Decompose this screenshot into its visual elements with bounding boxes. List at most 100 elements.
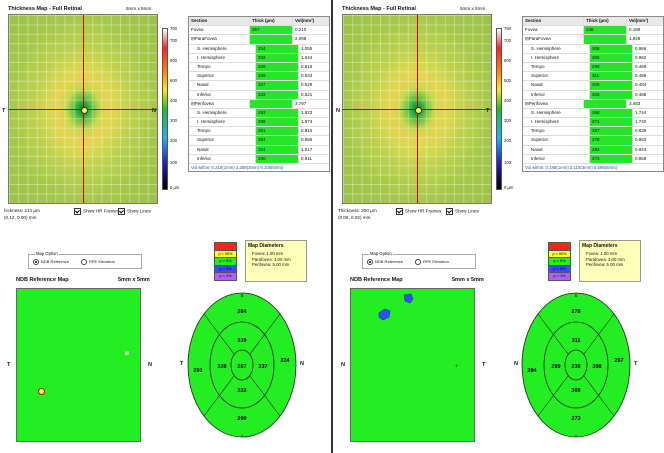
table-row[interactable]: Fovea 239 0.188: [523, 26, 663, 36]
table-row[interactable]: Inferior 290 0.911: [189, 154, 329, 164]
radio-icon[interactable]: [415, 259, 421, 265]
fovea-marker[interactable]: [38, 388, 45, 395]
ndb-reference-option[interactable]: NDB Reference: [33, 259, 69, 265]
ndb-reference-label: NDB Reference: [375, 259, 404, 265]
rpe-elevation-option[interactable]: RPE Elevation: [415, 259, 449, 265]
row-thick: 334: [256, 44, 299, 53]
show-hr-frames-label: Show HR Frames: [405, 208, 442, 214]
table-row[interactable]: Superior 278 0.863: [523, 136, 663, 146]
header-thick[interactable]: Thick (µm): [250, 17, 293, 26]
table-row[interactable]: Inferior 309 0.485: [523, 90, 663, 100]
rpe-elevation-option[interactable]: RPE Elevation: [81, 259, 115, 265]
table-row[interactable]: Nasal 308 0.484: [523, 81, 663, 91]
map-option-label: Map Option: [369, 251, 393, 256]
ndb-map-title: NDB Reference Map: [350, 277, 403, 283]
row-section: Superior: [523, 136, 590, 145]
row-vol: 2.098: [295, 36, 307, 42]
row-thick: 268: [590, 108, 633, 118]
show-hr-frames-toggle[interactable]: Show HR Frames: [74, 208, 119, 215]
table-row[interactable]: Nasal 337 0.529: [189, 81, 329, 91]
table-row[interactable]: Superior 311 0.489: [523, 72, 663, 82]
table-row[interactable]: ⊟Perifovea 3.483: [523, 99, 663, 109]
table-row[interactable]: I. Hemisphere 332 1.044: [189, 53, 329, 63]
ndb-reference-label: NDB Reference: [41, 259, 70, 265]
map-left-label: N: [336, 108, 340, 114]
header-section[interactable]: Section: [523, 17, 584, 26]
table-row[interactable]: S. Hemisphere 293 1.923: [189, 108, 329, 119]
thickness-map[interactable]: [342, 14, 492, 204]
header-vol[interactable]: Vol(mm³): [629, 18, 649, 23]
parafovea-diameter: Parafovea: 3.00 mm: [252, 256, 291, 262]
collapse-icon[interactable]: ⊟: [525, 36, 529, 42]
legend-green: p > 5%: [214, 258, 237, 266]
radio-icon[interactable]: [81, 259, 87, 265]
fovea-marker[interactable]: +: [455, 364, 459, 370]
row-thick: 289: [256, 118, 299, 127]
row-vol: 0.863: [635, 137, 647, 143]
row-section-label: Perifovea: [194, 100, 214, 106]
table-row[interactable]: Inferior 273 0.858: [523, 154, 663, 164]
etdrs-grid[interactable]: 239 311 299 308 309 278 267 284 273 S I: [521, 292, 631, 438]
etdrs-top-label: S: [574, 293, 577, 298]
table-row[interactable]: Tempo 328 0.515: [189, 62, 329, 73]
collapse-icon[interactable]: ⊟: [191, 36, 195, 42]
show-lines-toggle[interactable]: Show Lines: [446, 208, 479, 215]
row-section: S. Hemisphere: [523, 44, 590, 53]
radio-icon[interactable]: [33, 259, 39, 265]
ndb-reference-option[interactable]: NDB Reference: [367, 259, 403, 265]
table-row[interactable]: S. Hemisphere 268 1.744: [523, 108, 663, 119]
row-vol: 0.955: [301, 137, 313, 143]
radio-icon[interactable]: [367, 259, 373, 265]
row-section: Superior: [523, 72, 590, 81]
table-row[interactable]: I. Hemisphere 306 0.962: [523, 53, 663, 63]
show-hr-frames-toggle[interactable]: Show HR Frames: [396, 208, 441, 215]
header-vol[interactable]: Vol(mm³): [295, 18, 315, 23]
table-row[interactable]: Tempo 267 0.838: [523, 127, 663, 137]
etdrs-outer-superior: 278: [571, 309, 580, 315]
fovea-marker[interactable]: [414, 106, 422, 114]
row-section: Nasal: [523, 81, 590, 90]
thinning-region: [378, 293, 414, 321]
ndb-reference-map[interactable]: +: [350, 288, 475, 442]
table-row[interactable]: ⊟ParaFovea 1.928: [523, 35, 663, 45]
row-vol: 3.797: [295, 100, 307, 106]
row-section: Inferior: [523, 90, 590, 99]
checkbox-icon[interactable]: [446, 208, 453, 215]
ndb-map-size: 5mm x 5mm: [452, 277, 484, 283]
table-row[interactable]: Fovea 267 0.210: [189, 26, 329, 36]
row-thick: 328: [256, 62, 299, 72]
table-row[interactable]: Nasal 284 0.924: [523, 145, 663, 155]
row-vol: 1.744: [635, 109, 647, 115]
table-row[interactable]: Nasal 324 1.017: [189, 145, 329, 155]
header-thick[interactable]: Thick (µm): [584, 17, 627, 26]
collapse-icon[interactable]: ⊟: [191, 100, 195, 106]
table-row[interactable]: Inferior 332 0.521: [189, 90, 329, 100]
etdrs-inner-ring: [209, 321, 275, 409]
table-row[interactable]: Tempo 299 0.469: [523, 62, 663, 73]
row-vol: 1.740: [635, 119, 647, 125]
table-row[interactable]: Tempo 291 0.915: [189, 127, 329, 137]
table-row[interactable]: ⊟ParaFovea 2.098: [189, 35, 329, 45]
row-vol: 0.966: [635, 45, 647, 51]
thickness-map[interactable]: [8, 14, 158, 204]
table-row[interactable]: ⊟Perifovea 3.797: [189, 99, 329, 109]
show-lines-toggle[interactable]: Show Lines: [118, 208, 151, 215]
volume-footer: Vol within: 0.188(1mm) 2.115(3mm) 5.598(…: [525, 165, 618, 170]
collapse-icon[interactable]: ⊟: [525, 100, 529, 106]
table-row[interactable]: I. Hemisphere 271 1.740: [523, 118, 663, 128]
table-row[interactable]: Superior 284 0.955: [189, 136, 329, 146]
checkbox-icon[interactable]: [396, 208, 403, 215]
etdrs-grid[interactable]: 267 339 328 337 332 284 291 324 290 S I: [187, 292, 297, 438]
map-option-label: Map Option: [35, 251, 59, 256]
fovea-marker[interactable]: [80, 106, 88, 114]
table-row[interactable]: I. Hemisphere 289 1.874: [189, 118, 329, 128]
table-row[interactable]: S. Hemisphere 334 1.055: [189, 44, 329, 54]
table-row[interactable]: Superior 339 0.533: [189, 72, 329, 82]
row-vol: 3.483: [629, 100, 641, 106]
checkbox-icon[interactable]: [118, 208, 125, 215]
checkbox-icon[interactable]: [74, 208, 81, 215]
colorbar-tick: 600: [504, 58, 511, 63]
header-section[interactable]: Section: [189, 17, 250, 26]
ndb-reference-map[interactable]: [16, 288, 141, 442]
table-row[interactable]: S. Hemisphere 308 0.966: [523, 44, 663, 54]
